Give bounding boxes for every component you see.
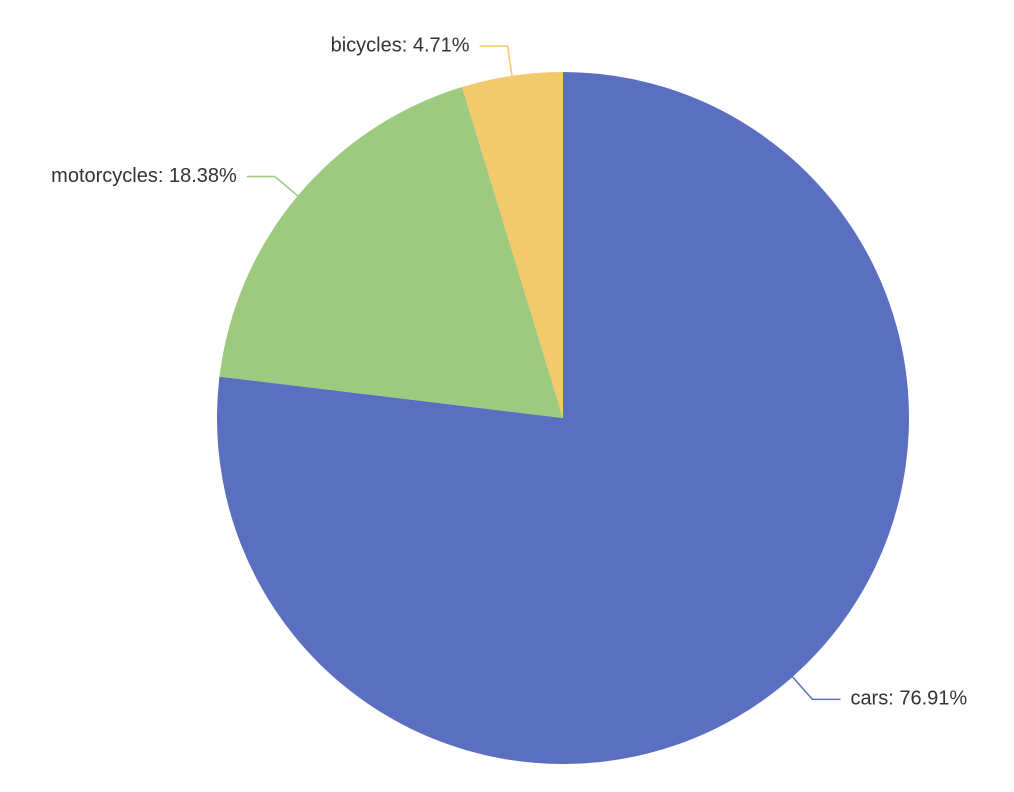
pie-slice (217, 72, 910, 764)
pie-slice (462, 72, 563, 418)
slice-label: bicycles: 4.71% (331, 34, 470, 56)
label-line (791, 676, 841, 701)
label-line (246, 175, 299, 197)
slice-label: cars: 76.91% (850, 688, 967, 710)
slice-label: motorcycles: 18.38% (51, 165, 237, 187)
label-line (479, 45, 513, 76)
pie-slice (219, 87, 563, 419)
